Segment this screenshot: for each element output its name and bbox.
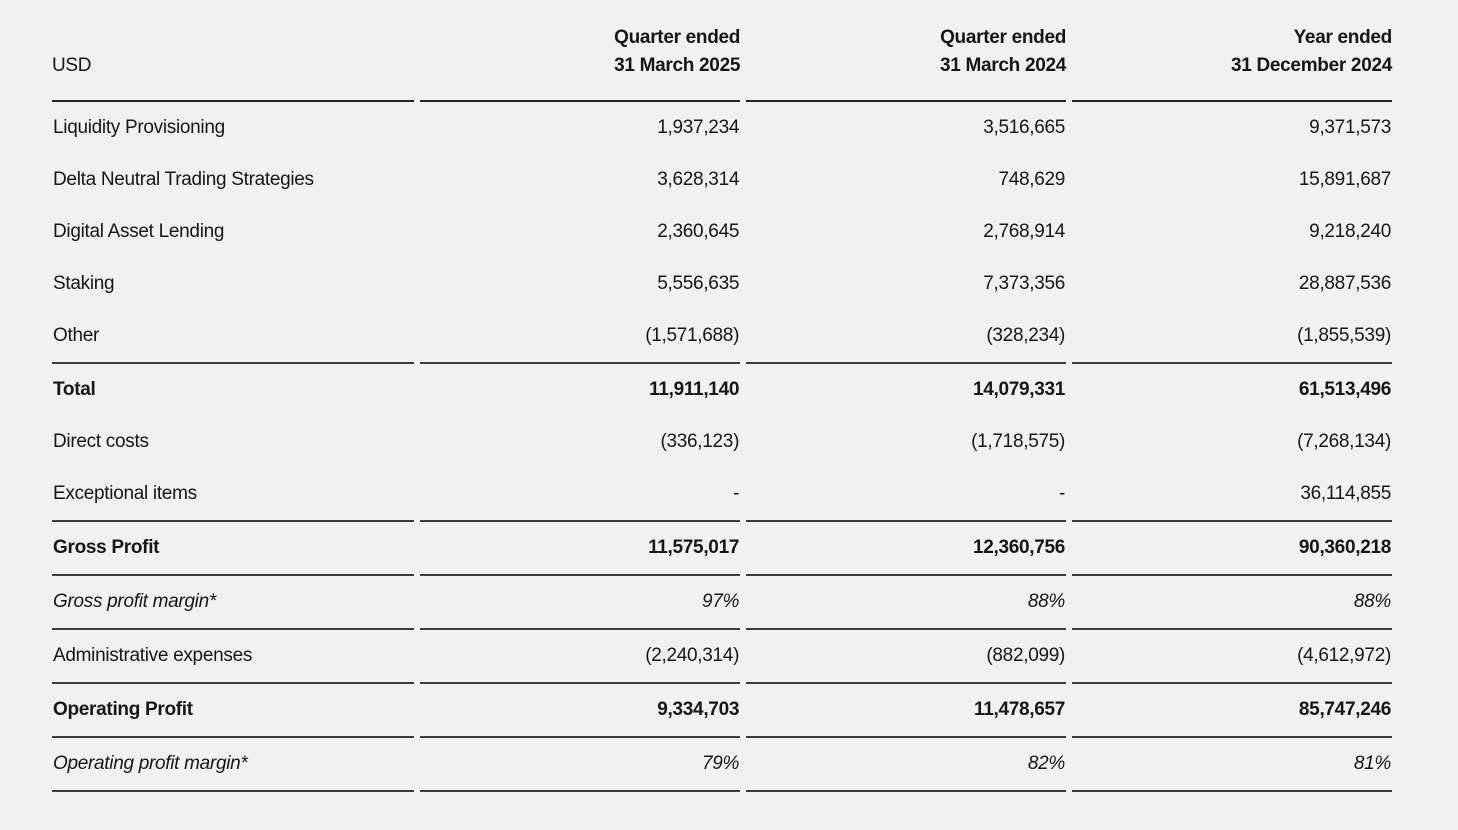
row-value: 61,513,496 <box>1072 362 1392 416</box>
row-value: 36,114,855 <box>1300 483 1391 504</box>
row-label: Gross profit margin* <box>52 574 415 628</box>
row-label: Liquidity Provisioning <box>53 117 225 138</box>
row-value: (336,123) <box>660 431 740 452</box>
table-row: Direct costs (336,123) (1,718,575) (7,268,1… <box>52 416 1392 468</box>
row-value: (1,718,575) <box>971 431 1066 452</box>
row-value: 90,360,218 <box>1072 520 1392 574</box>
row-value: 12,360,756 <box>746 520 1067 574</box>
row-label: Gross Profit <box>52 520 415 574</box>
row-value: 81% <box>1072 736 1392 792</box>
table-row: Total 11,911,140 14,079,331 61,513,496 <box>52 362 1392 416</box>
currency-unit-label: USD <box>52 24 415 102</box>
row-value: 5,556,635 <box>657 273 740 294</box>
row-value: - <box>1059 483 1066 504</box>
table-row: Operating Profit 9,334,703 11,478,657 85,74… <box>52 682 1392 736</box>
row-value: 2,768,914 <box>983 221 1066 242</box>
table-row: Gross Profit 11,575,017 12,360,756 90,360,2… <box>52 520 1392 574</box>
row-label: Staking <box>53 273 115 294</box>
row-value: 79% <box>420 736 741 792</box>
row-value: 9,371,573 <box>1309 117 1391 138</box>
table-header: USD Quarter ended 31 March 2025 Quarter … <box>52 24 1392 102</box>
row-value: (882,099) <box>746 628 1067 682</box>
row-value: 3,628,314 <box>657 169 740 190</box>
row-value: (2,240,314) <box>420 628 741 682</box>
table-row: Liquidity Provisioning 1,937,234 3,516,665… <box>52 102 1392 154</box>
financial-results-table: USD Quarter ended 31 March 2025 Quarter … <box>46 24 1398 792</box>
row-value: 748,629 <box>998 169 1066 190</box>
row-value: 15,891,687 <box>1298 169 1391 190</box>
column-header-line2: 31 March 2024 <box>940 55 1067 76</box>
table-row: Exceptional items - - 36,114,855 <box>52 468 1392 520</box>
row-value: (4,612,972) <box>1072 628 1392 682</box>
table-row: Operating profit margin* 79% 82% 81% <box>52 736 1392 792</box>
row-value: 97% <box>420 574 741 628</box>
row-value: 14,079,331 <box>746 362 1067 416</box>
row-label: Administrative expenses <box>52 628 415 682</box>
column-header-q1-2024: Quarter ended 31 March 2024 <box>746 24 1066 102</box>
row-label: Other <box>53 325 100 346</box>
column-header-line1: Year ended <box>1293 27 1393 48</box>
table-row: Administrative expenses (2,240,314) (882,0… <box>52 628 1392 682</box>
row-value: 3,516,665 <box>983 117 1066 138</box>
row-value: 85,747,246 <box>1072 682 1392 736</box>
row-label: Digital Asset Lending <box>53 221 225 242</box>
row-value: 11,478,657 <box>746 682 1067 736</box>
row-label: Operating Profit <box>52 682 415 736</box>
row-value: (328,234) <box>986 325 1066 346</box>
row-value: 11,911,140 <box>420 362 741 416</box>
row-value: (7,268,134) <box>1297 431 1391 452</box>
column-header-line1: Quarter ended <box>614 27 741 48</box>
table-row: Staking 5,556,635 7,373,356 28,887,536 <box>52 258 1392 310</box>
row-value: 9,334,703 <box>420 682 741 736</box>
row-value: 7,373,356 <box>983 273 1066 294</box>
row-value: 2,360,645 <box>657 221 740 242</box>
row-value: 1,937,234 <box>657 117 740 138</box>
table-row: Delta Neutral Trading Strategies 3,628,31… <box>52 154 1392 206</box>
row-value: (1,855,539) <box>1297 325 1391 346</box>
row-value: 28,887,536 <box>1298 273 1391 294</box>
table-row: Other (1,571,688) (328,234) (1,855,539) <box>52 310 1392 362</box>
column-header-fy-2024: Year ended 31 December 2024 <box>1072 24 1392 102</box>
row-value: 82% <box>746 736 1067 792</box>
row-value: 9,218,240 <box>1309 221 1391 242</box>
column-header-q1-2025: Quarter ended 31 March 2025 <box>420 24 740 102</box>
column-header-line1: Quarter ended <box>940 27 1067 48</box>
row-label: Operating profit margin* <box>52 736 415 792</box>
row-value: 88% <box>746 574 1067 628</box>
row-value: (1,571,688) <box>645 325 740 346</box>
column-header-line2: 31 December 2024 <box>1230 55 1392 76</box>
row-value: 88% <box>1072 574 1392 628</box>
row-label: Exceptional items <box>53 483 197 504</box>
row-label: Total <box>52 362 415 416</box>
row-value: 11,575,017 <box>420 520 741 574</box>
table-body: Liquidity Provisioning 1,937,234 3,516,665… <box>52 102 1392 792</box>
row-label: Direct costs <box>53 431 149 452</box>
column-header-line2: 31 March 2025 <box>614 55 741 76</box>
header-row: USD Quarter ended 31 March 2025 Quarter … <box>52 24 1392 102</box>
row-label: Delta Neutral Trading Strategies <box>53 169 314 190</box>
table-row: Gross profit margin* 97% 88% 88% <box>52 574 1392 628</box>
row-value: - <box>733 483 740 504</box>
table-row: Digital Asset Lending 2,360,645 2,768,914 9… <box>52 206 1392 258</box>
